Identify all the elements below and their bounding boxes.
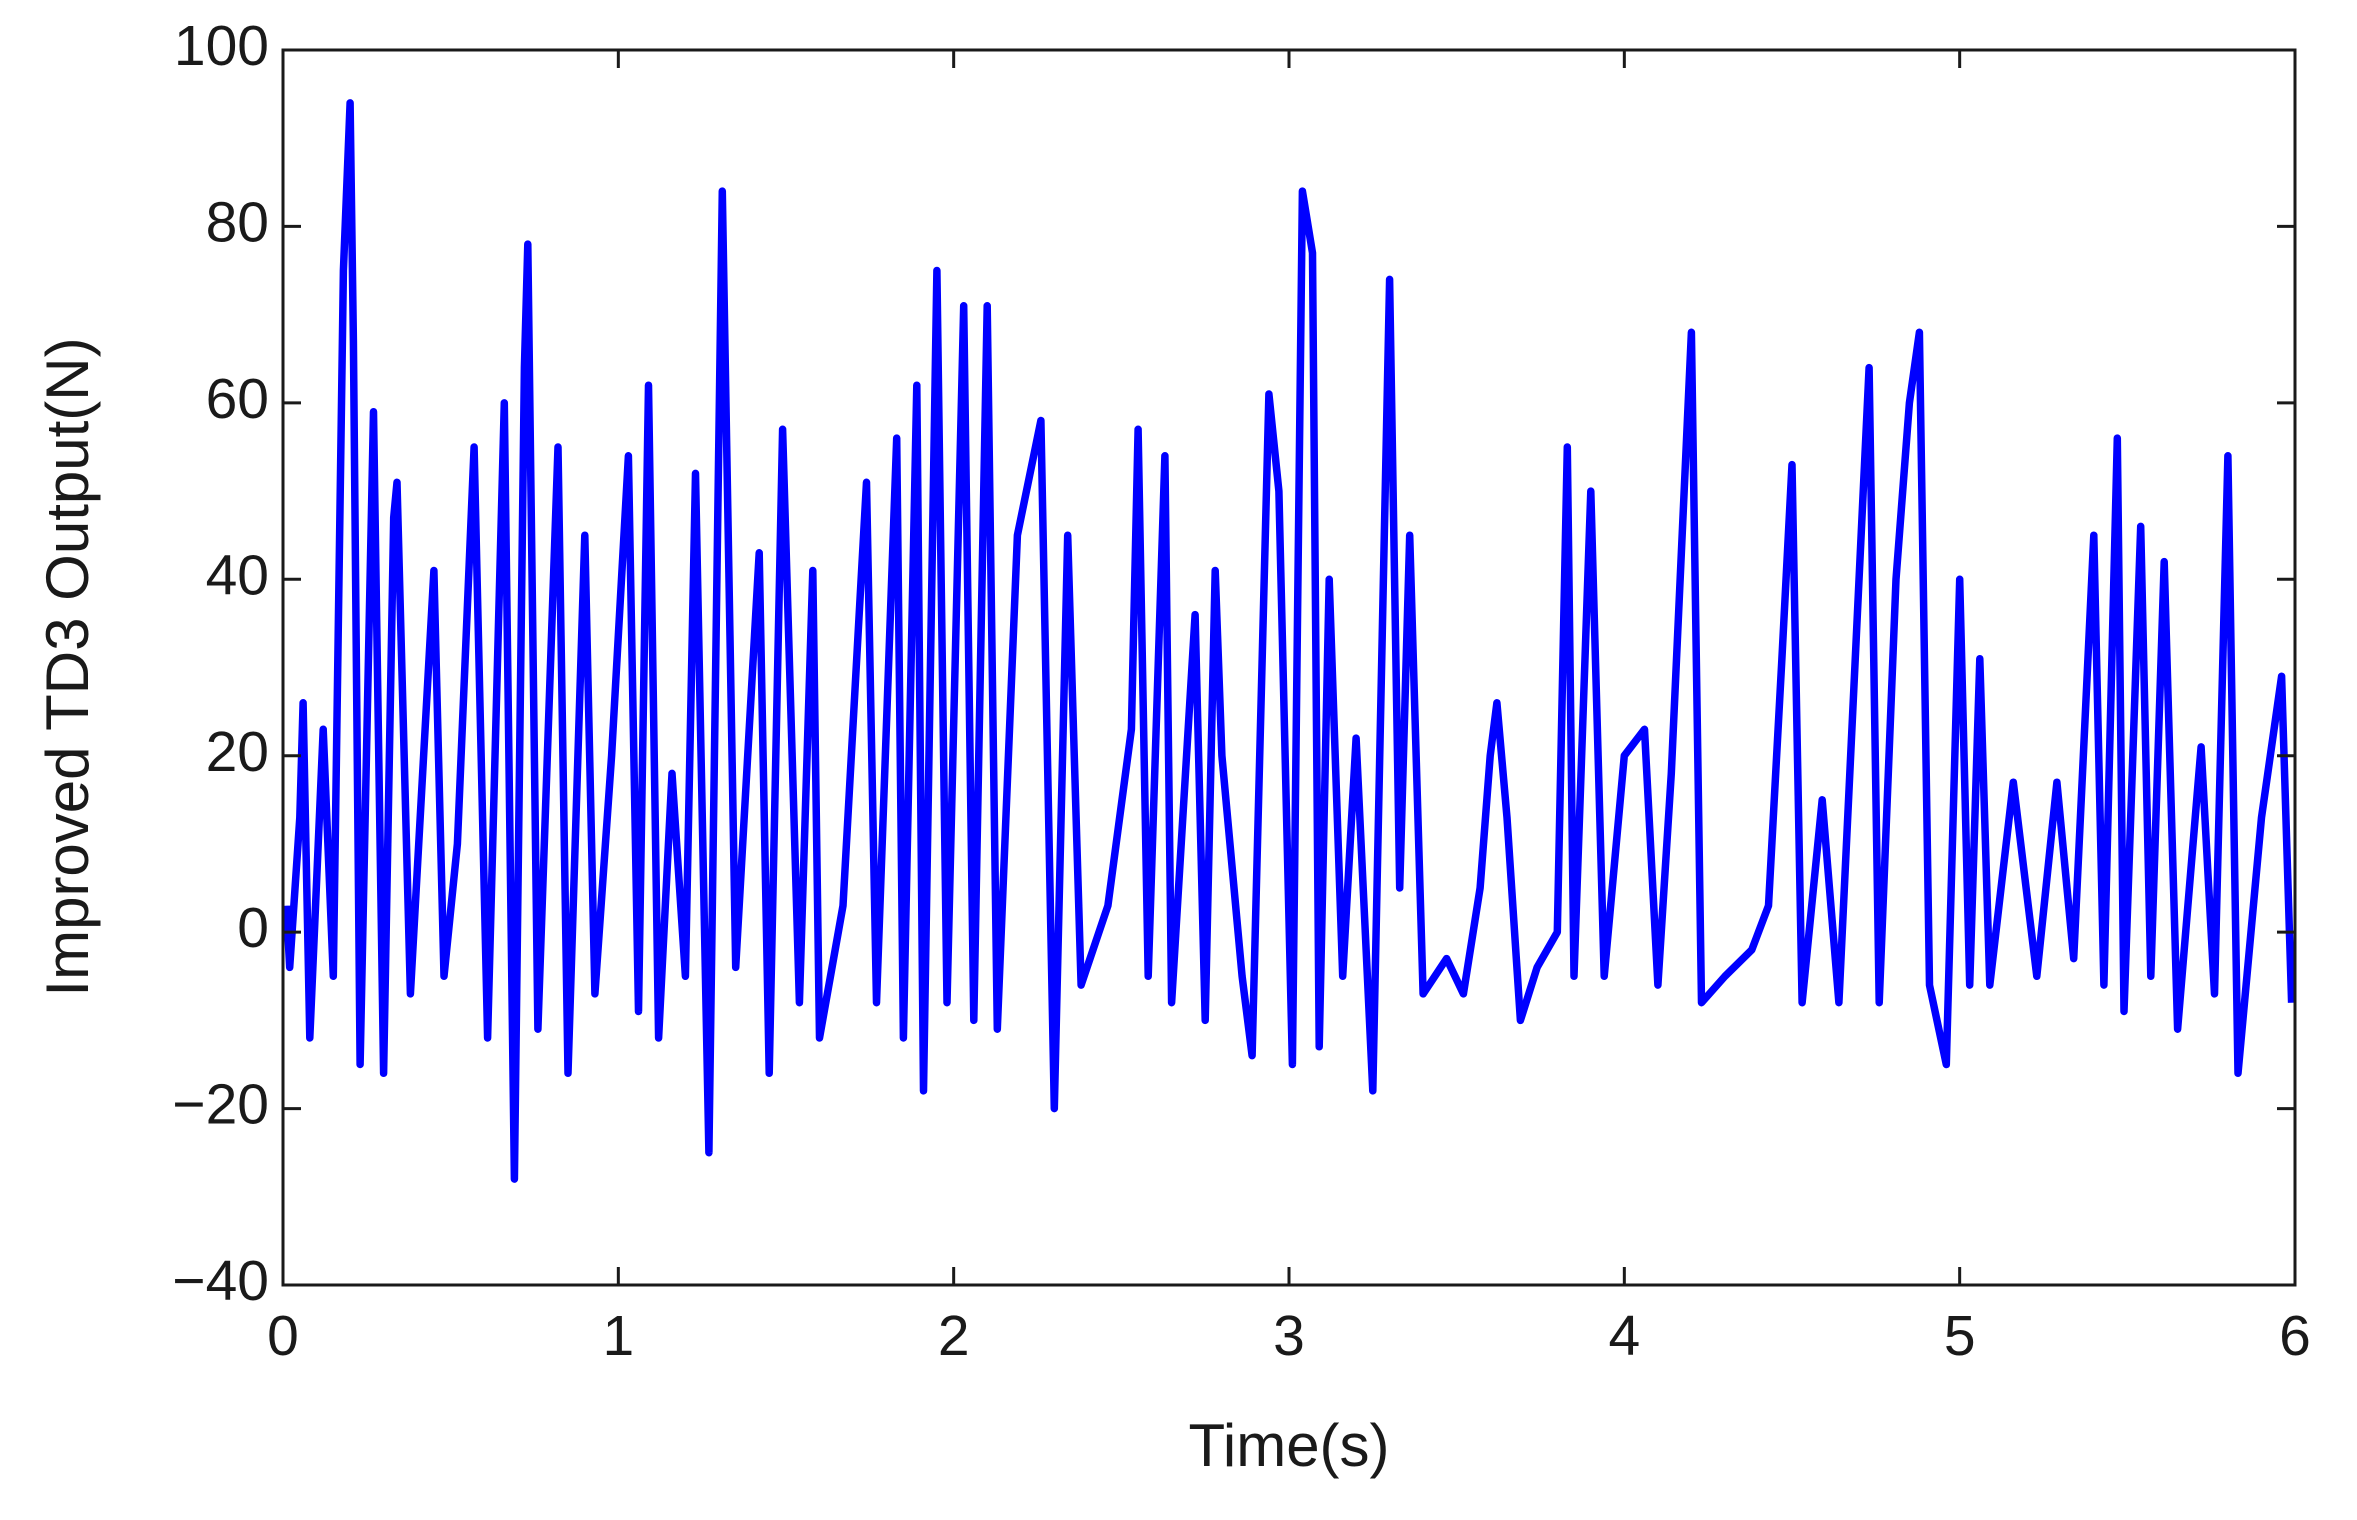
y-tick-label: 80 <box>206 190 269 254</box>
y-tick-label: −20 <box>172 1073 269 1137</box>
x-tick-label: 4 <box>1608 1304 1640 1368</box>
x-tick-label: 0 <box>267 1304 299 1368</box>
x-tick-label: 5 <box>1944 1304 1976 1368</box>
x-tick-label: 3 <box>1273 1304 1305 1368</box>
x-tick-label: 1 <box>602 1304 634 1368</box>
y-tick-label: 100 <box>174 14 269 78</box>
y-tick-label: 0 <box>237 896 269 960</box>
x-tick-label: 6 <box>2279 1304 2311 1368</box>
data-line <box>282 99 2296 1183</box>
y-axis-label: Improved TD3 Output(N) <box>34 337 101 996</box>
x-axis-label: Time(s) <box>1188 1412 1389 1479</box>
y-tick-label: 60 <box>206 367 269 431</box>
y-tick-label: 20 <box>206 720 269 784</box>
x-tick-label: 2 <box>938 1304 970 1368</box>
y-tick-label: 40 <box>206 543 269 607</box>
y-tick-label: −40 <box>172 1249 269 1313</box>
